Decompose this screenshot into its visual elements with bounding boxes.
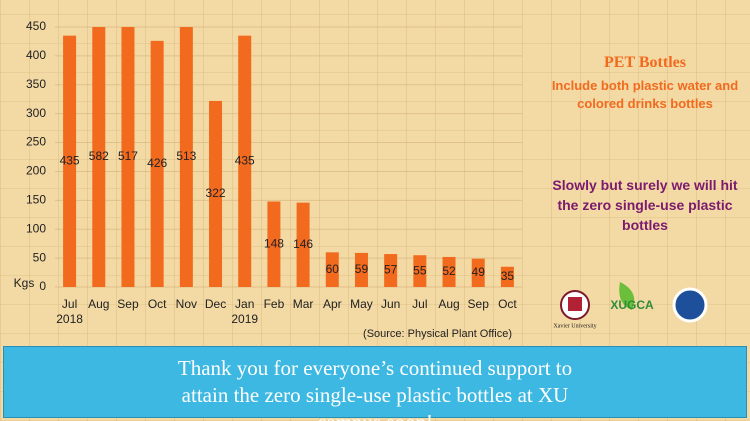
data-label: 435 <box>235 154 255 168</box>
data-label: 517 <box>118 149 138 163</box>
x-tick-label: Mar <box>292 297 314 311</box>
bar <box>92 27 106 287</box>
bars <box>63 27 514 288</box>
data-label: 435 <box>60 154 80 168</box>
side-note: Include both plastic water and colored d… <box>551 78 739 111</box>
source: (Source: Physical Plant Office) <box>363 328 512 340</box>
bar <box>500 266 514 287</box>
data-label: 35 <box>501 269 515 283</box>
x-tick-label: Aug <box>88 297 110 311</box>
bar <box>238 35 252 287</box>
side-message: Slowly but surely we will hit the zero s… <box>552 177 738 233</box>
bar <box>384 254 398 287</box>
bar <box>209 100 223 287</box>
banner: Thank you for everyone’s continued suppo… <box>3 346 747 421</box>
agency-logo: XUGCA <box>610 298 654 312</box>
x-tick-label: May <box>350 297 373 311</box>
x-tick-label: Sep <box>467 297 489 311</box>
bar <box>325 252 339 287</box>
agency-leaf <box>619 282 635 310</box>
bar <box>442 256 456 287</box>
x-tick-label: Jun <box>380 297 401 311</box>
data-label: 513 <box>176 149 196 163</box>
bar <box>121 27 135 288</box>
bar <box>354 252 368 287</box>
y-tick-label: 200 <box>26 164 46 178</box>
x-tick-label: Sep <box>117 297 139 311</box>
x-tick-label: Jul <box>412 297 428 311</box>
bar <box>179 27 193 287</box>
bar <box>63 35 77 287</box>
x-tick-label: Aug <box>438 297 460 311</box>
y-tick-label: 0 <box>39 279 46 293</box>
seal-logo <box>672 287 708 323</box>
x-tick-label: Apr <box>322 297 342 311</box>
data-label: 57 <box>384 263 398 277</box>
data-label: 55 <box>413 263 427 277</box>
x-tick-label: Oct <box>147 297 167 311</box>
university-name: Xavier University <box>553 323 596 329</box>
bar <box>296 202 310 287</box>
data-label: 322 <box>206 186 226 200</box>
data-label: 148 <box>264 236 284 250</box>
y-tick-label: 300 <box>26 106 46 120</box>
bar <box>150 40 164 287</box>
bar <box>413 255 427 287</box>
y-tick-label: 400 <box>26 48 46 62</box>
data-label: 52 <box>442 264 456 278</box>
x-tick-label: Jan 2019 <box>231 297 259 326</box>
y-tick-label: 350 <box>26 77 46 91</box>
y-tick-label: 250 <box>26 135 46 149</box>
side-title: PET Bottles <box>604 54 686 71</box>
y-tick-label: 50 <box>33 250 47 264</box>
bar <box>471 258 485 287</box>
x-tick-label: Oct <box>498 297 517 311</box>
data-label: 59 <box>355 262 369 276</box>
data-label: 426 <box>147 156 167 170</box>
y-axis-label: Kgs <box>14 276 35 290</box>
x-tick-label: Jul 2018 <box>56 297 83 326</box>
x-tick-label: Feb <box>263 297 285 311</box>
data-label: 146 <box>293 237 313 251</box>
logo-shield <box>568 297 582 311</box>
data-label: 60 <box>326 262 340 276</box>
data-label: 49 <box>472 265 486 279</box>
y-tick-label: 100 <box>26 221 46 235</box>
y-tick-label: 150 <box>26 193 46 207</box>
x-tick-label: Nov <box>175 297 198 311</box>
data-label: 582 <box>89 149 109 163</box>
x-tick-label: Dec <box>204 297 227 311</box>
bar <box>267 201 281 287</box>
y-tick-label: 450 <box>26 19 46 33</box>
